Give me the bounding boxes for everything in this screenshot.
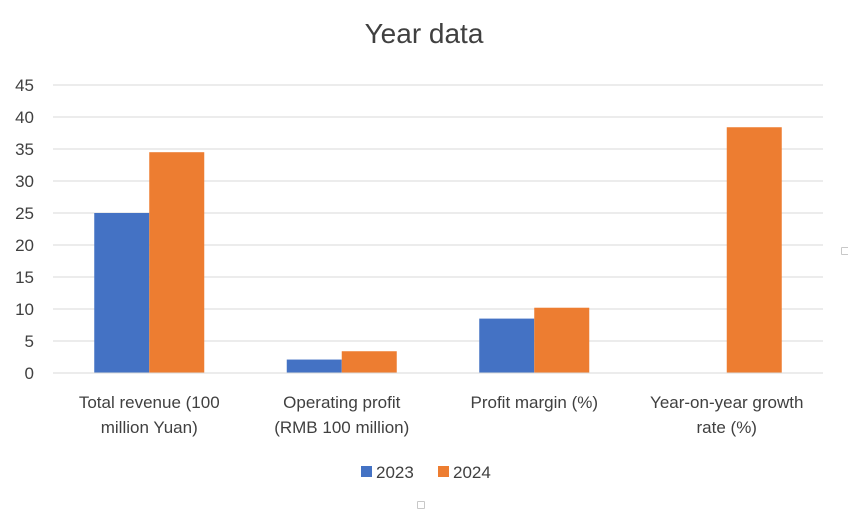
x-axis-categories: Total revenue (100 million Yuan) Operating…	[79, 393, 804, 437]
x-category-label: Year-on-year growth rate (%)	[650, 393, 803, 437]
y-tick-label: 40	[15, 108, 34, 127]
bar-2024	[534, 307, 590, 373]
legend-label-2024: 2024	[453, 463, 491, 482]
y-tick-label: 35	[15, 140, 34, 159]
y-tick-label: 45	[15, 76, 34, 95]
y-tick-label: 5	[25, 332, 34, 351]
bars	[94, 127, 782, 374]
bar-2023	[479, 318, 535, 373]
x-category-label: Operating profit (RMB 100 million)	[274, 393, 409, 437]
resize-handle-bottom-center[interactable]	[417, 501, 425, 509]
y-tick-label: 20	[15, 236, 34, 255]
chart-title: Year data	[364, 18, 484, 49]
y-tick-label: 0	[25, 364, 34, 383]
y-tick-label: 15	[15, 268, 34, 287]
y-tick-label: 30	[15, 172, 34, 191]
y-tick-label: 25	[15, 204, 34, 223]
bar-2023	[286, 359, 342, 373]
resize-handle-right-middle[interactable]	[841, 247, 848, 255]
legend: 2023 2024	[361, 463, 491, 482]
bar-2024	[726, 127, 782, 374]
bar-2024	[341, 351, 397, 373]
legend-label-2023: 2023	[376, 463, 414, 482]
bar-2023	[94, 213, 150, 373]
y-tick-label: 10	[15, 300, 34, 319]
legend-swatch-2024	[438, 466, 449, 477]
legend-swatch-2023	[361, 466, 372, 477]
x-category-label: Profit margin (%)	[470, 393, 598, 412]
y-axis-ticks: 0 5 10 15 20 25 30 35 40 45	[15, 76, 34, 383]
x-category-label: Total revenue (100 million Yuan)	[79, 393, 220, 437]
bar-2024	[149, 152, 205, 373]
